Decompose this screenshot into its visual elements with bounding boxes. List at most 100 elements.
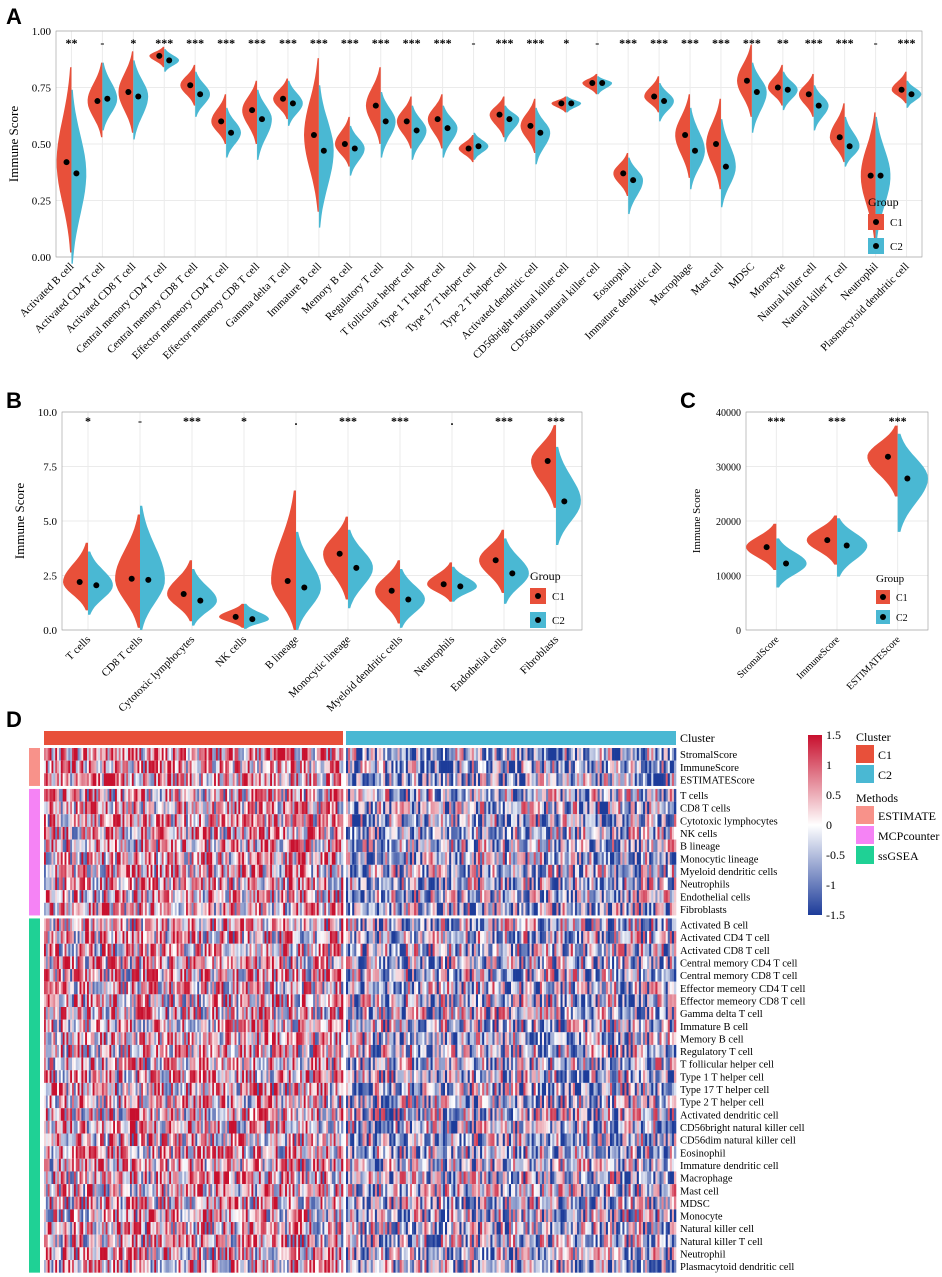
- heatmap-cell: [533, 902, 537, 916]
- heatmap-cell: [139, 826, 142, 840]
- heatmap-cell: [283, 852, 286, 865]
- heatmap-cell: [605, 877, 609, 891]
- heatmap-cell: [266, 773, 269, 786]
- significance-label: ***: [155, 36, 173, 50]
- heatmap-cell: [618, 826, 621, 840]
- heatmap-cell: [581, 902, 584, 916]
- heatmap-cell: [44, 918, 47, 932]
- heatmap-cell: [118, 918, 121, 932]
- heatmap-cell: [566, 902, 570, 916]
- heatmap-cell: [79, 902, 82, 916]
- heatmap-cell: [55, 760, 58, 774]
- heatmap-cell: [395, 839, 398, 853]
- heatmap-cell: [53, 801, 56, 815]
- heatmap-cell: [478, 852, 481, 865]
- heatmap-cell: [131, 918, 134, 932]
- heatmap-cell: [638, 814, 642, 827]
- heatmap-cell: [492, 890, 495, 903]
- heatmap-cell: [221, 918, 224, 932]
- heatmap-cell: [171, 902, 174, 916]
- heatmap-cell: [100, 877, 103, 891]
- heatmap-cell: [395, 852, 398, 865]
- cluster-bar-c1: [44, 731, 343, 745]
- heatmap-cell: [453, 814, 456, 827]
- heatmap-cell: [144, 839, 148, 853]
- significance-label: -: [100, 36, 104, 50]
- heatmap-cell: [324, 788, 327, 802]
- heatmap-cell: [500, 748, 504, 761]
- heatmap-cell: [614, 788, 617, 802]
- heatmap-cell: [630, 826, 633, 840]
- heatmap-cell: [523, 918, 526, 932]
- heatmap-cell: [376, 890, 380, 903]
- heatmap-cell: [103, 918, 106, 932]
- mean-point-c2: [301, 584, 308, 591]
- heatmap-cell: [144, 814, 148, 827]
- heatmap-cell: [294, 890, 297, 903]
- heatmap-cell: [62, 760, 65, 774]
- heatmap-cell: [614, 918, 617, 932]
- heatmap-cell: [113, 931, 116, 944]
- heatmap-cell: [199, 864, 202, 878]
- heatmap-cell: [593, 839, 596, 853]
- legend-label-c1: C1: [896, 593, 908, 604]
- heatmap-cell: [200, 918, 204, 932]
- heatmap-cell: [139, 852, 142, 865]
- heatmap-cell: [268, 890, 271, 903]
- heatmap-row-label: B lineage: [680, 842, 720, 853]
- heatmap-cell: [115, 748, 118, 761]
- heatmap-cell: [587, 918, 590, 932]
- mean-point-c1: [341, 141, 348, 147]
- heatmap-cell: [383, 801, 386, 815]
- heatmap-cell: [152, 877, 155, 891]
- heatmap-cell: [610, 890, 613, 903]
- heatmap-cell: [620, 839, 623, 853]
- heatmap-cell: [115, 826, 118, 840]
- heatmap-cell: [264, 864, 267, 878]
- heatmap-cell: [221, 852, 224, 865]
- heatmap-cell: [85, 931, 88, 944]
- heatmap-cell: [430, 773, 433, 786]
- heatmap-cell: [66, 773, 69, 786]
- heatmap-cell: [285, 788, 288, 802]
- significance-label: ***: [547, 414, 565, 428]
- heatmap-cell: [92, 877, 95, 891]
- heatmap-cell: [92, 890, 95, 903]
- heatmap-cell: [195, 801, 198, 815]
- heatmap-cell: [141, 801, 144, 815]
- violin-half-c2: [102, 62, 118, 131]
- heatmap-cell: [44, 839, 47, 853]
- heatmap-cell: [73, 748, 77, 761]
- heatmap-cell: [152, 852, 155, 865]
- heatmap-cell: [273, 918, 277, 932]
- heatmap-cell: [667, 852, 671, 865]
- heatmap-cell: [273, 814, 277, 827]
- heatmap-cell: [568, 801, 572, 815]
- heatmap-cell: [109, 902, 112, 916]
- heatmap-cell: [171, 748, 174, 761]
- heatmap-cell: [556, 902, 559, 916]
- heatmap-cell: [651, 801, 654, 815]
- heatmap-cell: [459, 826, 462, 840]
- heatmap-cell: [622, 864, 625, 878]
- heatmap-cell: [424, 864, 427, 878]
- heatmap-cell: [90, 852, 93, 865]
- heatmap-cell: [607, 918, 611, 932]
- heatmap-cell: [607, 760, 611, 774]
- heatmap-cell: [416, 801, 419, 815]
- heatmap-cell: [262, 839, 265, 853]
- heatmap-cell: [73, 801, 77, 815]
- heatmap-row-label: NK cells: [680, 829, 717, 840]
- heatmap-cell: [442, 788, 446, 802]
- heatmap-cell: [422, 852, 425, 865]
- heatmap-cell: [581, 801, 584, 815]
- heatmap-cell: [288, 801, 291, 815]
- violin-half-c2: [897, 433, 928, 532]
- heatmap-cell: [135, 877, 138, 891]
- heatmap-cell: [281, 877, 284, 891]
- heatmap-cell: [200, 760, 204, 774]
- heatmap-cell: [129, 801, 133, 815]
- heatmap-cell: [511, 814, 514, 827]
- heatmap-cell: [249, 814, 252, 827]
- heatmap-cell: [566, 826, 570, 840]
